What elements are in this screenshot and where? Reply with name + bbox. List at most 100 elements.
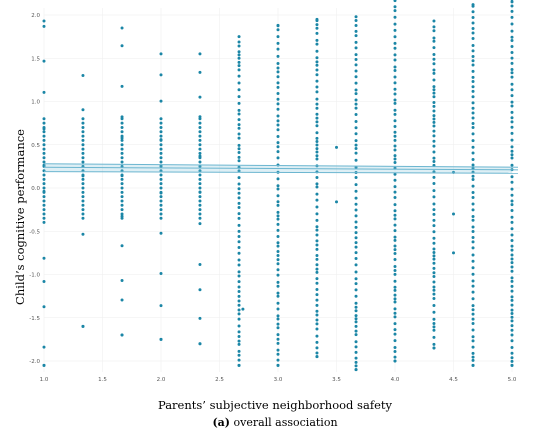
data-point	[81, 134, 85, 138]
data-point	[120, 117, 124, 121]
data-point	[276, 301, 280, 305]
data-point	[510, 312, 514, 316]
data-point	[393, 196, 397, 200]
data-point	[315, 263, 319, 267]
data-point	[510, 39, 514, 43]
data-point	[198, 208, 202, 212]
data-point	[354, 314, 358, 318]
data-point	[471, 85, 475, 89]
data-point	[81, 212, 85, 216]
data-point	[354, 256, 358, 260]
data-point	[432, 71, 436, 75]
data-point	[315, 239, 319, 243]
data-point	[393, 251, 397, 255]
data-point	[393, 217, 397, 221]
data-point	[510, 284, 514, 288]
data-point	[237, 74, 241, 78]
data-point	[393, 144, 397, 148]
data-point	[276, 341, 280, 345]
data-point	[510, 110, 514, 114]
data-point	[510, 227, 514, 231]
y-tick-labels: 2.0 1.5 1.0 0.5 0.0 -0.5 -1.0 -1.5 -2.0	[29, 13, 40, 365]
data-point	[42, 121, 46, 125]
data-point	[393, 190, 397, 194]
data-point	[237, 182, 241, 186]
data-point	[471, 166, 475, 170]
data-point	[432, 25, 436, 29]
data-point	[159, 271, 163, 275]
data-point	[276, 214, 280, 218]
data-point	[354, 40, 358, 44]
data-point	[393, 300, 397, 304]
data-point	[159, 138, 163, 142]
data-point	[237, 285, 241, 289]
data-point	[237, 44, 241, 48]
data-point	[354, 120, 358, 124]
data-point	[237, 289, 241, 293]
data-point	[315, 56, 319, 60]
data-point	[159, 73, 163, 77]
data-point	[42, 143, 46, 147]
data-point	[471, 27, 475, 31]
data-point	[393, 92, 397, 96]
data-point	[432, 29, 436, 33]
data-point	[81, 173, 85, 177]
data-point	[471, 95, 475, 99]
data-point	[276, 203, 280, 207]
data-point	[315, 23, 319, 27]
data-point	[354, 196, 358, 200]
data-point	[510, 125, 514, 129]
data-point	[354, 175, 358, 179]
data-point	[510, 149, 514, 153]
data-point	[159, 203, 163, 207]
data-point	[120, 26, 124, 30]
data-point	[198, 288, 202, 292]
data-point	[510, 199, 514, 203]
data-point	[393, 125, 397, 129]
data-point	[237, 53, 241, 57]
data-point	[432, 271, 436, 275]
data-point	[471, 121, 475, 125]
data-point	[471, 190, 475, 194]
data-point	[510, 339, 514, 343]
data-point	[81, 208, 85, 212]
data-point	[42, 199, 46, 203]
data-point	[120, 177, 124, 181]
data-point	[237, 101, 241, 105]
data-point	[237, 187, 241, 191]
data-point	[315, 287, 319, 291]
data-point	[432, 39, 436, 43]
data-point	[393, 359, 397, 363]
data-point	[237, 112, 241, 116]
data-point	[198, 125, 202, 129]
data-point	[237, 50, 241, 54]
data-point	[393, 328, 397, 332]
data-point	[471, 363, 475, 367]
data-point	[354, 360, 358, 364]
data-point	[120, 164, 124, 168]
data-point	[393, 0, 397, 1]
data-point	[198, 143, 202, 147]
y-tick-label: -2.0	[29, 359, 40, 365]
data-point	[315, 147, 319, 151]
data-point	[315, 192, 319, 196]
data-point	[432, 195, 436, 199]
data-point	[354, 263, 358, 267]
data-point	[315, 205, 319, 209]
data-point	[198, 160, 202, 164]
data-point	[432, 175, 436, 179]
data-point	[276, 337, 280, 341]
data-point	[510, 0, 514, 1]
data-point	[471, 351, 475, 355]
data-point	[510, 261, 514, 265]
data-point	[276, 141, 280, 145]
data-point	[276, 35, 280, 39]
data-point	[393, 244, 397, 248]
data-point	[432, 335, 436, 339]
data-point	[510, 203, 514, 207]
data-point	[471, 163, 475, 167]
data-point	[42, 134, 46, 138]
y-tick-label: -0.5	[29, 229, 40, 235]
data-point	[432, 292, 436, 296]
data-point	[198, 195, 202, 199]
